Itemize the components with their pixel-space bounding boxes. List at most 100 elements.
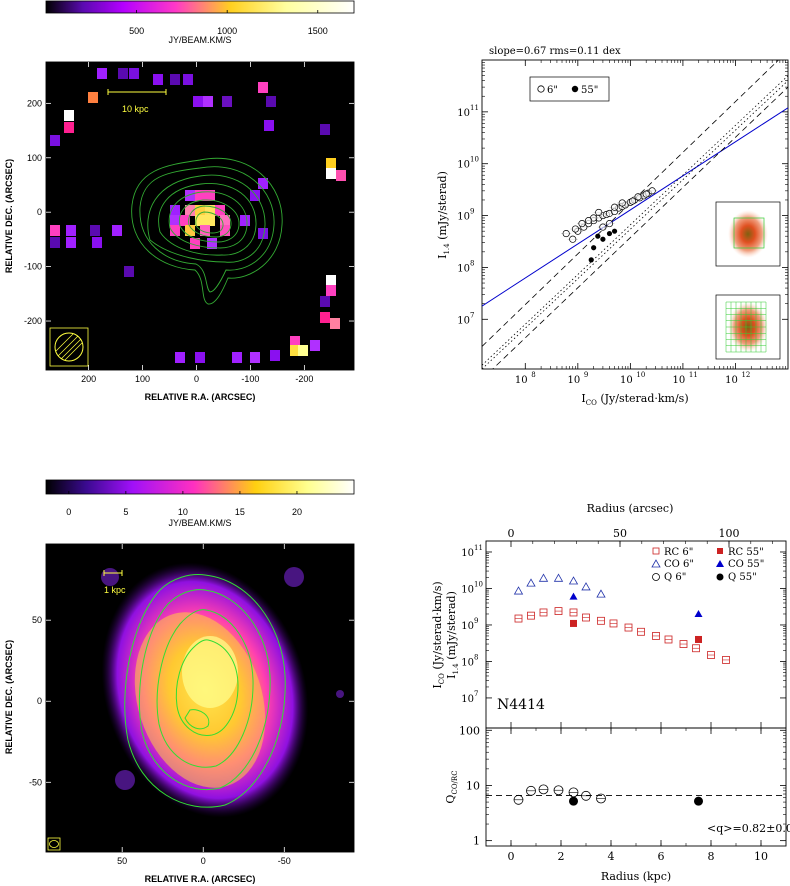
point-6arcsec — [599, 223, 607, 231]
x-tick-exp: 12 — [741, 371, 750, 379]
colorbar-tick-label: 20 — [292, 507, 302, 517]
x-tick-label: 0 — [508, 850, 515, 863]
beam-a — [54, 332, 84, 362]
image-a-pixel — [90, 225, 100, 236]
y-tick-label: 100 — [27, 153, 42, 163]
y-tick-label: 10 — [466, 779, 480, 792]
beam-box-a — [49, 327, 89, 367]
scalebar-a-label: 10 kpc — [122, 104, 149, 114]
image-a-pixel — [270, 350, 280, 361]
image-a-pixel — [240, 215, 250, 226]
legend-b-filled-label: 55" — [581, 85, 598, 96]
top-tick-label: 50 — [613, 527, 627, 540]
point-6arcsec — [605, 220, 614, 228]
image-a-pixel — [220, 225, 230, 236]
image-a-pixel — [180, 215, 190, 226]
image-a-pixel — [326, 168, 336, 179]
image-a-pixel — [195, 190, 205, 201]
colorbar-tick-label: 10 — [178, 507, 188, 517]
colorbar-tick-label: 500 — [129, 26, 144, 36]
image-a-pixel — [232, 352, 242, 363]
point-6arcsec — [642, 190, 650, 198]
y-tick-exp: 8 — [470, 259, 474, 267]
point-co-6 — [526, 578, 536, 587]
image-a-pixel — [250, 190, 260, 201]
image-a-pixel — [92, 237, 102, 248]
panel-e: 0 2 4 6 8 10 1 10 100 <q>=0.82±0.09 QCO/RC Radiu… — [444, 724, 790, 883]
image-a-pixel — [207, 238, 217, 249]
x-tick-label: 10 — [515, 375, 528, 386]
x-tick-label: 200 — [81, 374, 96, 384]
point-55arcsec — [591, 245, 597, 251]
point-6arcsec — [595, 208, 603, 216]
y-tick-label: 1 — [473, 835, 480, 848]
legend-b-open-label: 6" — [547, 85, 558, 96]
image-a-pixel — [88, 92, 98, 103]
image-a-pixel — [185, 205, 195, 216]
y-tick-label: 10 — [457, 108, 470, 119]
x-tick-label: 10 — [725, 375, 738, 386]
x-tick-label: 8 — [708, 850, 715, 863]
image-a-pixel — [185, 225, 195, 236]
scalebar-c — [103, 570, 123, 576]
image-a-pixel — [170, 225, 180, 236]
y-tick-exp: 10 — [470, 156, 479, 164]
galaxy-c — [101, 562, 344, 818]
beam-a-hatch — [55, 333, 83, 361]
x-tick-exp: 8 — [531, 371, 535, 379]
image-frame — [45, 543, 355, 853]
y-tick-label: 100 — [459, 724, 480, 737]
image-a-pixel — [222, 96, 232, 107]
top-axis-label: Radius (arcsec) — [587, 502, 674, 515]
y-tick-label: -50 — [29, 777, 42, 787]
svg-text:Q 55": Q 55" — [728, 572, 757, 583]
ylabel-c: RELATIVE DEC. (ARCSEC) — [4, 640, 14, 754]
y-tick-label: -100 — [24, 262, 42, 272]
image-a-pixel — [220, 215, 230, 226]
panel-c: 0 5 10 15 20 JY/BEAM.KM/S 1 kpc 50 0 -50 50 0 -50 — [4, 479, 355, 884]
image-a-pixel — [200, 225, 210, 236]
point-rc-55 — [695, 635, 702, 643]
plot-e-marks: 0 2 4 6 8 10 1 10 100 — [459, 724, 786, 863]
axes-c: 50 0 -50 50 0 -50 — [29, 543, 355, 866]
image-a-pixel — [170, 74, 180, 85]
x-tick-label: 0 — [194, 374, 199, 384]
scalebar-c-label: 1 kpc — [104, 585, 126, 595]
x-tick-label: 10 — [567, 375, 580, 386]
x-tick-label: 2 — [558, 850, 565, 863]
image-a-pixel — [66, 225, 76, 236]
point-6arcsec — [618, 199, 626, 207]
image-a-pixel — [124, 266, 134, 277]
image-a-pixel — [195, 205, 205, 216]
image-a-pixel — [320, 312, 330, 323]
co-contours-a — [131, 157, 283, 305]
panel-a: 500 1000 1500 JY/BEAM.KM/S 10 kpc 200 100 — [4, 0, 355, 402]
scalebar-a — [107, 89, 167, 95]
point-55arcsec — [611, 228, 618, 234]
image-a-pixel — [264, 120, 274, 131]
image-a-pixel — [183, 74, 193, 85]
ylabel-b: I1.4 (mJy/sterad) — [436, 171, 451, 259]
panel-b: slope=0.67 rms=0.11 dex 10 8 10 9 10 10 10 11 10… — [436, 46, 789, 407]
image-a-pixel — [310, 340, 320, 351]
legend-b — [529, 76, 610, 102]
point-6arcsec — [634, 193, 642, 201]
y-tick-exp: 7 — [470, 311, 474, 319]
y-tick-label: 0 — [37, 207, 42, 217]
image-a-pixel — [258, 228, 268, 239]
image-a-pixel — [50, 237, 60, 248]
image-a-pixel — [336, 170, 346, 181]
image-a-pixel — [50, 225, 60, 236]
svg-text:RC 6": RC 6" — [664, 547, 693, 558]
x-tick-label: 100 — [135, 374, 150, 384]
image-a-pixel — [215, 205, 225, 216]
svg-text:ICO (Jy/sterad·km/s): ICO (Jy/sterad·km/s) — [581, 392, 688, 407]
x-tick-exp: 10 — [636, 371, 645, 379]
y-tick-exp: 7 — [474, 690, 478, 698]
point-rc-55 — [570, 619, 577, 627]
x-tick-exp: 9 — [584, 371, 588, 379]
x-tick-exp: 11 — [689, 371, 698, 379]
image-a-pixel — [290, 336, 300, 347]
